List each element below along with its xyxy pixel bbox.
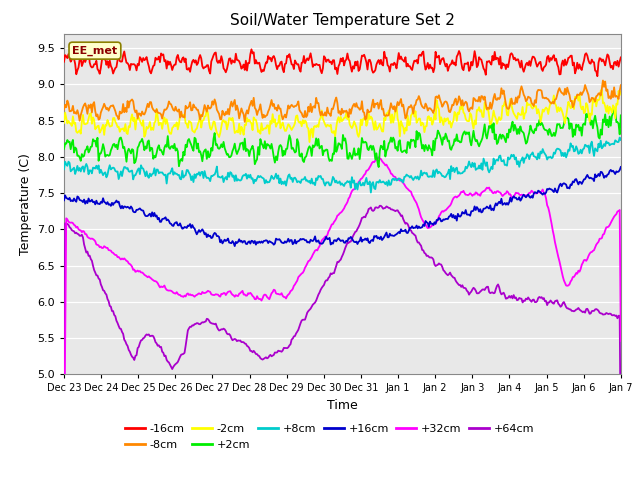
Title: Soil/Water Temperature Set 2: Soil/Water Temperature Set 2	[230, 13, 455, 28]
Y-axis label: Temperature (C): Temperature (C)	[19, 153, 31, 255]
Legend: -16cm, -8cm, -2cm, +2cm, +8cm, +16cm, +32cm, +64cm: -16cm, -8cm, -2cm, +2cm, +8cm, +16cm, +3…	[125, 424, 534, 450]
Text: EE_met: EE_met	[72, 46, 118, 56]
X-axis label: Time: Time	[327, 399, 358, 412]
